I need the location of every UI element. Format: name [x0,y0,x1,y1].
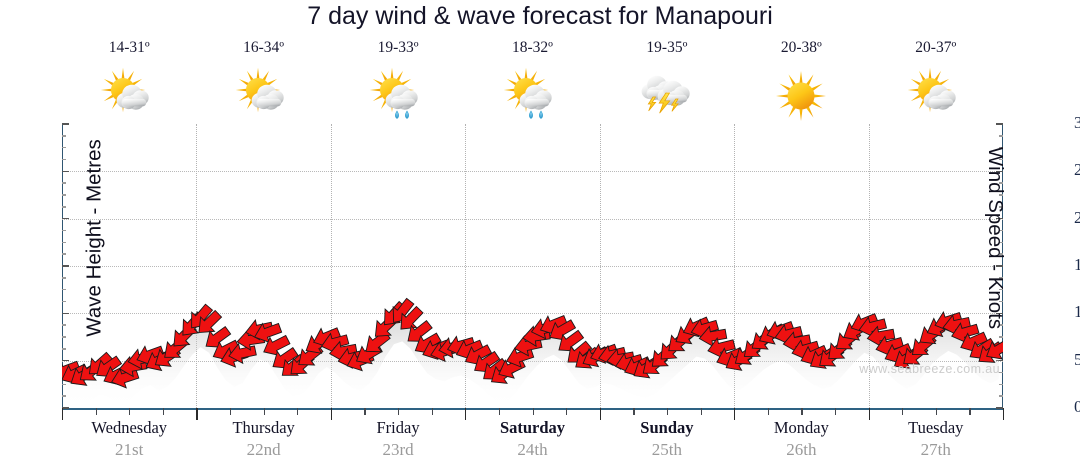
x-axis-tick [129,408,130,415]
x-axis-tick [163,408,164,415]
x-axis-tick [499,408,500,415]
sun-behind-cloud-icon [196,60,330,128]
temperature-range-saturday: 18-32º [465,38,599,58]
left-axis-title: Wave Height - Metres [83,139,107,336]
day-date: 22nd [196,440,330,460]
x-axis-tick [398,408,399,415]
x-axis-tick [96,408,97,415]
x-axis-tick [936,408,937,415]
temperature-range-wednesday: 14-31º [62,38,196,58]
temperature-range-tuesday: 20-37º [869,38,1003,58]
x-axis-tick [432,408,433,415]
watermark: www.seabreeze.com.au [859,362,1000,376]
day-date: 23rd [331,440,465,460]
right-tick-label: 10 [1074,302,1080,322]
day-label-sunday: Sunday25th [600,418,734,460]
day-date: 27th [869,440,1003,460]
day-header-saturday: 18-32º [465,38,599,130]
x-axis-tick [768,408,769,415]
forecast-chart: 7 day wind & wave forecast for Manapouri… [0,0,1080,475]
day-date: 25th [600,440,734,460]
day-name: Saturday [465,418,599,438]
temperature-range-sunday: 19-35º [600,38,734,58]
day-label-tuesday: Tuesday27th [869,418,1003,460]
day-label-thursday: Thursday22nd [196,418,330,460]
x-axis-tick [969,408,970,415]
right-tick-label: 0 [1074,397,1080,417]
x-axis-tick [835,408,836,415]
sun-behind-rain-cloud-icon [465,60,599,128]
temperature-range-monday: 20-38º [734,38,868,58]
day-name: Thursday [196,418,330,438]
day-header-friday: 19-33º [331,38,465,130]
x-axis-tick [633,408,634,415]
right-axis-title: Wind Speed - Knots [983,146,1007,328]
x-axis-day-tick [1003,408,1004,420]
x-axis-tick [264,408,265,415]
right-tick-label: 30 [1074,113,1080,133]
day-label-monday: Monday26th [734,418,868,460]
day-date: 21st [62,440,196,460]
right-tick-label: 25 [1074,160,1080,180]
x-axis-tick [566,408,567,415]
day-date: 26th [734,440,868,460]
sun-behind-rain-cloud-icon [331,60,465,128]
day-name: Monday [734,418,868,438]
day-header-wednesday: 14-31º [62,38,196,130]
sun-behind-cloud-icon [869,60,1003,128]
day-label-saturday: Saturday24th [465,418,599,460]
right-tick-label: 5 [1074,350,1080,370]
x-axis-tick [801,408,802,415]
day-label-wednesday: Wednesday21st [62,418,196,460]
day-header-sunday: 19-35º [600,38,734,130]
day-name: Tuesday [869,418,1003,438]
page-title: 7 day wind & wave forecast for Manapouri [0,2,1080,31]
day-header-tuesday: 20-37º [869,38,1003,130]
day-name: Friday [331,418,465,438]
day-date: 24th [465,440,599,460]
day-name: Sunday [600,418,734,438]
x-axis-tick [230,408,231,415]
x-axis-tick [902,408,903,415]
day-label-friday: Friday23rd [331,418,465,460]
x-axis-tick [667,408,668,415]
day-header-thursday: 16-34º [196,38,330,130]
temperature-range-thursday: 16-34º [196,38,330,58]
day-name: Wednesday [62,418,196,438]
x-axis-tick [701,408,702,415]
right-tick-label: 15 [1074,255,1080,275]
temperature-range-friday: 19-33º [331,38,465,58]
sun-behind-cloud-icon [62,60,196,128]
x-axis-tick [364,408,365,415]
thunderstorm-icon [600,60,734,128]
x-axis-tick [533,408,534,415]
x-axis-tick [297,408,298,415]
right-tick-label: 20 [1074,208,1080,228]
sun-icon [734,60,868,128]
day-header-monday: 20-38º [734,38,868,130]
